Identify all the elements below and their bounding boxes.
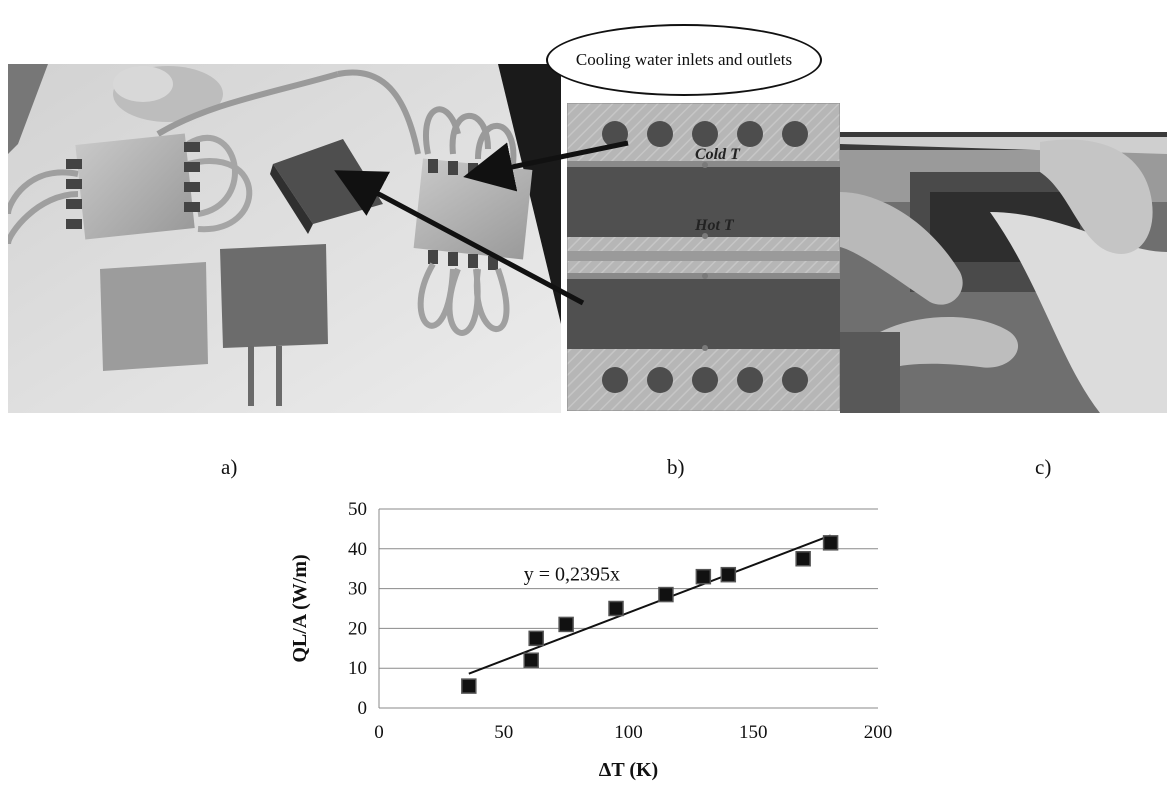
data-point-7 xyxy=(720,566,737,583)
trendline-equation: y = 0,2395x xyxy=(524,564,620,586)
panel-label-b: b) xyxy=(667,455,685,479)
photo-panel-c xyxy=(840,132,1167,413)
panel-label-a: a) xyxy=(221,455,238,479)
data-points xyxy=(461,535,839,694)
data-point-6 xyxy=(695,568,712,585)
y-axis-label: QL/A (W/m) xyxy=(289,554,311,662)
x-tick-0: 0 xyxy=(374,722,384,743)
cross-section-diagram: Cold T Hot T xyxy=(567,103,840,411)
data-point-9 xyxy=(822,535,839,551)
trendline-group xyxy=(468,534,831,675)
data-point-5 xyxy=(658,586,674,603)
trendline xyxy=(468,534,831,675)
y-tick-20: 20 xyxy=(348,618,367,639)
callout-text: Cooling water inlets and outlets xyxy=(575,50,793,69)
hot-t-label: Hot T xyxy=(694,217,735,234)
chart-gridlines xyxy=(379,508,878,669)
y-tick-50: 50 xyxy=(348,499,367,520)
chart-axes xyxy=(378,509,878,709)
x-tick-150: 150 xyxy=(739,722,768,743)
x-axis-label: ΔT (K) xyxy=(599,759,658,781)
data-point-1 xyxy=(523,652,539,668)
x-tick-50: 50 xyxy=(494,722,513,743)
panel-label-c: c) xyxy=(1035,455,1052,479)
photo-panel-a xyxy=(8,64,561,413)
x-tick-200: 200 xyxy=(864,722,893,743)
data-point-4 xyxy=(608,600,624,617)
y-tick-40: 40 xyxy=(348,539,367,560)
data-point-3 xyxy=(558,616,574,633)
cold-t-label: Cold T xyxy=(695,146,741,163)
data-point-2 xyxy=(528,630,544,647)
data-point-0 xyxy=(461,678,477,694)
y-tick-10: 10 xyxy=(348,658,367,679)
photo-heater-setup xyxy=(8,64,561,413)
cross-section-panel-b: Cold T Hot T xyxy=(567,103,840,411)
photo-insulation-wrapping xyxy=(840,132,1167,413)
y-tick-labels: 0 10 20 30 40 50 xyxy=(348,499,367,719)
y-tick-0: 0 xyxy=(358,698,368,719)
data-point-8 xyxy=(795,551,811,567)
x-tick-100: 100 xyxy=(614,722,643,743)
y-tick-30: 30 xyxy=(348,579,367,600)
cooling-water-callout: Cooling water inlets and outlets xyxy=(546,24,822,96)
heat-flux-chart: 0 10 20 30 40 50 0 50 100 150 200 y = 0,2395x QL/… xyxy=(289,499,892,781)
x-tick-labels: 0 50 100 150 200 xyxy=(374,722,892,743)
